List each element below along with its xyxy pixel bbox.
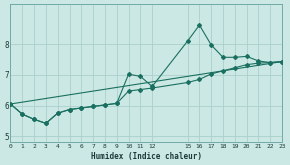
X-axis label: Humidex (Indice chaleur): Humidex (Indice chaleur): [91, 152, 202, 161]
